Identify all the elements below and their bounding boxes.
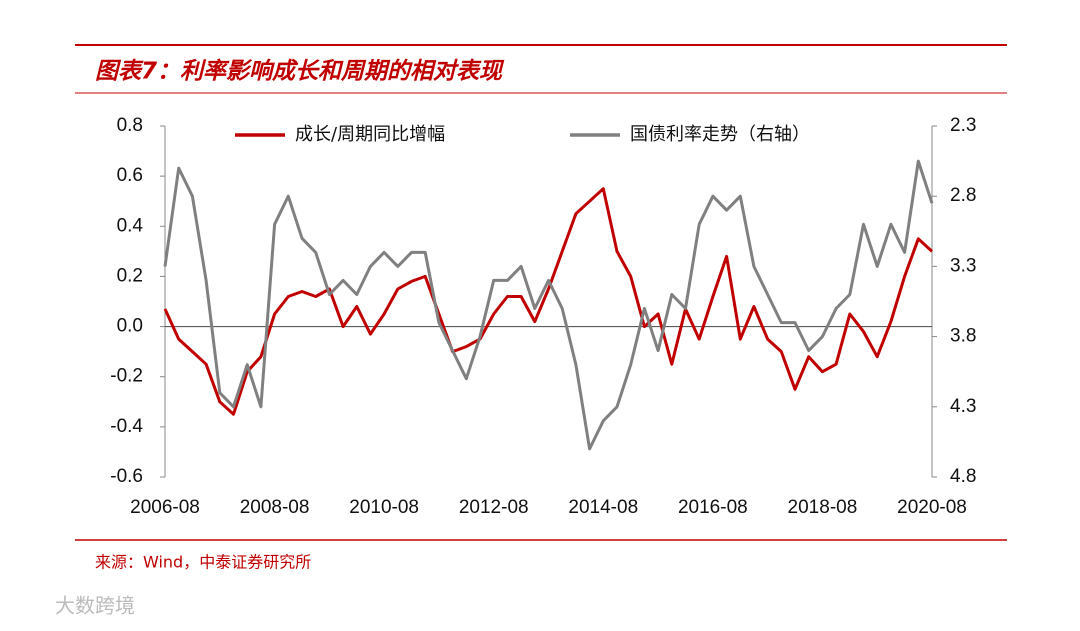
legend-label: 成长/周期同比增幅 (295, 124, 445, 145)
y-tick-label: 0.8 (117, 115, 143, 136)
y-tick-label: 0.6 (117, 165, 143, 186)
x-tick-label: 2020-08 (897, 497, 967, 518)
legend-label: 国债利率走势（右轴） (630, 124, 810, 145)
y-tick-label: -0.4 (110, 416, 143, 437)
x-tick-label: 2016-08 (678, 497, 748, 518)
x-tick-label: 2012-08 (459, 497, 529, 518)
x-tick-label: 2014-08 (568, 497, 638, 518)
x-tick-label: 2006-08 (130, 497, 200, 518)
y2-tick-label: 4.8 (950, 466, 976, 487)
y2-tick-label: 4.3 (950, 396, 976, 417)
y2-tick-label: 2.8 (950, 185, 976, 206)
watermark: 大数跨境 (55, 594, 135, 618)
y-tick-label: 0.4 (117, 215, 144, 236)
y2-tick-label: 3.8 (950, 326, 976, 347)
y2-tick-label: 3.3 (950, 255, 976, 276)
chart-title: 图表7：利率影响成长和周期的相对表现 (95, 59, 505, 85)
x-tick-label: 2010-08 (349, 497, 419, 518)
y-tick-label: -0.2 (110, 366, 143, 387)
y2-tick-label: 2.3 (950, 115, 976, 136)
series-line (163, 187, 934, 416)
y-tick-label: 0.0 (117, 316, 143, 337)
y-tick-label: 0.2 (117, 265, 143, 286)
y-tick-label: -0.6 (110, 466, 143, 487)
x-tick-label: 2008-08 (240, 497, 310, 518)
series-line (163, 159, 934, 451)
x-tick-label: 2018-08 (788, 497, 858, 518)
source: 来源：Wind，中泰证券研究所 (95, 553, 311, 572)
